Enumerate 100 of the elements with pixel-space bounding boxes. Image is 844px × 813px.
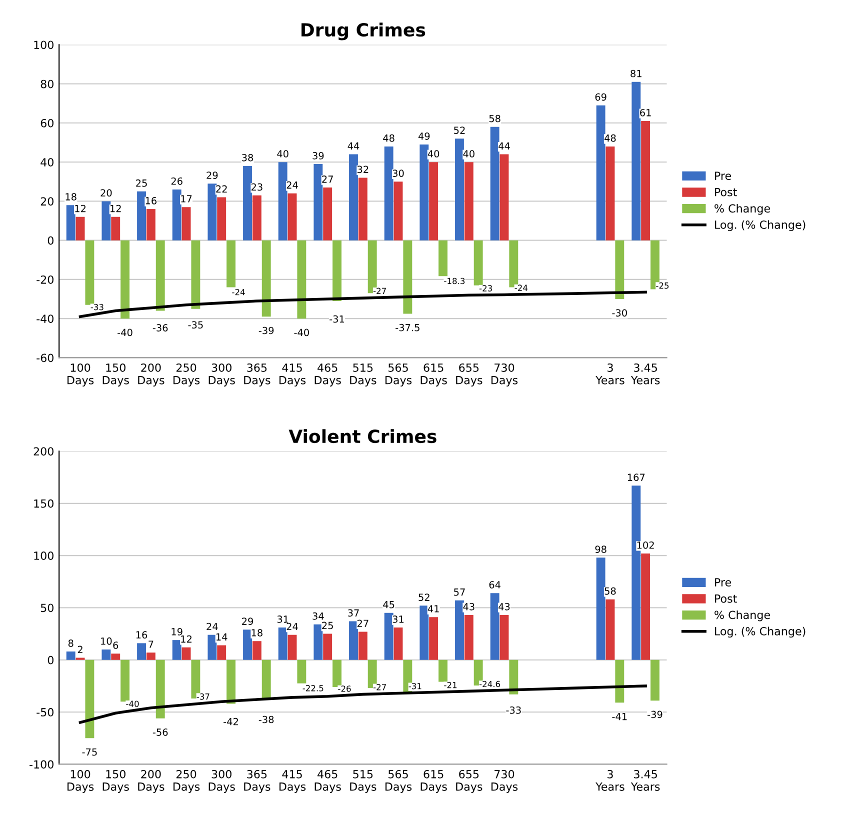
bar xyxy=(172,189,182,240)
x-tick-label: 3.45 Years xyxy=(630,770,660,791)
bar xyxy=(332,240,342,301)
data-label: 52 xyxy=(418,594,430,601)
bar xyxy=(490,126,500,240)
bar xyxy=(438,240,448,276)
data-label: -18.3 xyxy=(444,278,465,284)
data-label: 40 xyxy=(277,150,288,158)
data-label: 31 xyxy=(277,616,288,623)
data-label: -31 xyxy=(408,682,422,690)
data-label: -40 xyxy=(294,328,309,336)
data-label: 12 xyxy=(75,204,86,212)
data-label: -40 xyxy=(126,700,139,708)
data-label: 61 xyxy=(640,108,651,116)
bar xyxy=(102,649,111,660)
data-label: 41 xyxy=(428,605,439,612)
data-label: 19 xyxy=(172,628,182,636)
legend-label: Post xyxy=(715,594,737,603)
y-tick-label: 100 xyxy=(34,552,54,560)
data-label: -21 xyxy=(444,682,457,688)
data-label: 37 xyxy=(348,609,359,617)
data-label: 27 xyxy=(357,620,368,627)
data-label: 43 xyxy=(463,603,474,610)
data-label: -41 xyxy=(612,712,627,720)
data-label: -40 xyxy=(118,328,132,336)
data-label: 44 xyxy=(498,142,510,150)
x-tick-label: 515 Days xyxy=(350,364,376,386)
bar xyxy=(66,205,76,240)
data-label: -24 xyxy=(232,288,245,296)
data-label: 57 xyxy=(454,588,465,596)
x-tick-label: 300 Days xyxy=(208,363,235,386)
bar xyxy=(455,600,464,660)
y-tick-label: 0 xyxy=(48,656,54,664)
bar xyxy=(384,612,394,660)
x-tick-label: 100 Days xyxy=(68,363,94,386)
bar xyxy=(76,216,85,240)
bar xyxy=(474,240,483,286)
bar xyxy=(323,188,332,240)
data-label: -42 xyxy=(224,718,238,726)
y-tick-label: -50 xyxy=(36,708,54,716)
bar xyxy=(111,216,120,240)
bar xyxy=(217,645,226,660)
data-label: 34 xyxy=(312,612,324,620)
legend-label: % Change xyxy=(714,204,770,215)
bar xyxy=(226,660,236,704)
data-label: 64 xyxy=(489,581,500,588)
data-label: -24.6 xyxy=(479,680,500,688)
y-tick-label: -100 xyxy=(30,760,54,769)
data-label: -37.5 xyxy=(396,324,420,332)
data-label: 10 xyxy=(101,637,112,645)
data-label: 14 xyxy=(216,633,228,640)
y-tick-label: 50 xyxy=(40,604,54,612)
data-label: 18 xyxy=(66,193,76,200)
y-tick-label: 80 xyxy=(40,80,54,88)
data-label: -56 xyxy=(152,728,168,736)
bar xyxy=(429,617,438,660)
bar xyxy=(606,599,615,660)
x-tick-label: 365 Days xyxy=(244,363,270,386)
y-tick-label: 100 xyxy=(34,40,54,50)
data-label: -31 xyxy=(330,315,344,323)
y-tick-label: 0 xyxy=(48,236,54,245)
data-label: -39 xyxy=(648,710,662,718)
data-label: -39 xyxy=(258,326,274,334)
bar xyxy=(243,166,252,240)
data-label: 26 xyxy=(171,177,182,185)
data-label: 58 xyxy=(604,587,616,595)
bar xyxy=(182,647,191,660)
data-label: 44 xyxy=(348,142,360,150)
bar xyxy=(358,178,368,240)
data-label: 16 xyxy=(146,197,157,204)
data-label: -35 xyxy=(188,321,203,329)
bar xyxy=(137,643,146,660)
x-tick-label: 515 Days xyxy=(350,770,376,793)
data-label: -26 xyxy=(338,686,351,692)
x-tick-label: 150 Days xyxy=(102,363,129,386)
bar xyxy=(217,197,226,240)
data-label: 30 xyxy=(392,170,404,177)
x-tick-label: 655 Days xyxy=(456,363,482,386)
data-label: 49 xyxy=(418,132,430,140)
y-tick-label: 150 xyxy=(34,499,54,508)
data-label: 167 xyxy=(628,474,645,481)
bar xyxy=(137,191,146,240)
data-label: 8 xyxy=(68,640,74,647)
x-tick-label: 730 Days xyxy=(491,770,518,793)
data-label: 17 xyxy=(181,195,192,202)
data-label: 6 xyxy=(113,642,118,649)
data-label: 38 xyxy=(242,154,254,162)
bar xyxy=(464,162,474,240)
x-tick-label: 565 Days xyxy=(385,363,412,386)
x-tick-label: 465 Days xyxy=(314,363,341,386)
bar xyxy=(384,146,394,240)
bar xyxy=(252,641,262,660)
x-tick-label: 615 Days xyxy=(420,363,447,386)
data-label: 32 xyxy=(357,166,368,174)
bar xyxy=(632,82,641,240)
data-label: 22 xyxy=(216,185,227,193)
bar xyxy=(438,660,448,682)
data-label: 81 xyxy=(630,70,642,78)
data-label: -25 xyxy=(656,282,669,289)
data-label: -37 xyxy=(196,693,210,700)
